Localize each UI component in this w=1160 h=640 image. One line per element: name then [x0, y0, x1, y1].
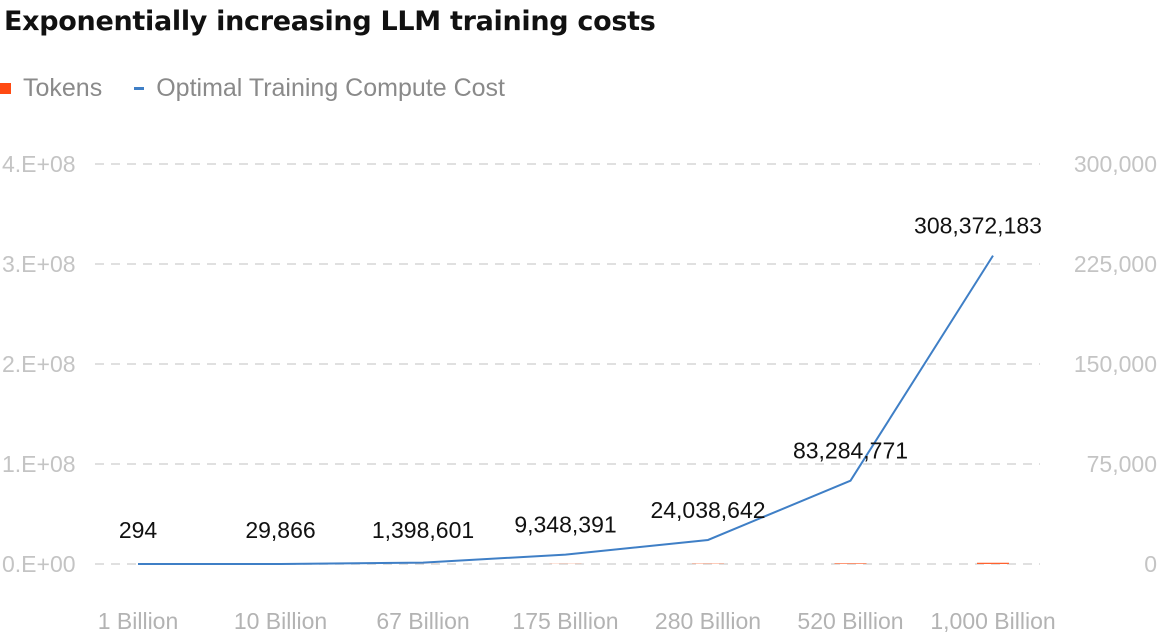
x-category-label: 1 Billion [98, 608, 179, 634]
legend-label-tokens: Tokens [23, 73, 103, 102]
legend-swatch-compute-cost [134, 86, 145, 90]
y-left-tick-label: 0.E+00 [2, 551, 76, 577]
x-category-label: 1,000 Billion [930, 608, 1055, 634]
y-right-tick-label: 0 [1144, 551, 1157, 577]
chart-title: Exponentially increasing LLM training co… [4, 6, 656, 37]
bar-tokens [834, 563, 867, 564]
data-label-compute-cost: 24,038,642 [650, 497, 765, 523]
legend-item-tokens: Tokens [0, 74, 102, 103]
x-category-label: 175 Billion [512, 608, 618, 634]
bar-tokens [977, 562, 1009, 564]
y-right-tick-label: 300,000 [1074, 151, 1157, 177]
y-right-tick-label: 75,000 [1087, 451, 1157, 477]
y-left-tick-label: 2.E+08 [2, 351, 76, 377]
x-category-label: 520 Billion [797, 608, 903, 634]
data-label-compute-cost: 9,348,391 [514, 512, 616, 538]
y-left-tick-label: 1.E+08 [2, 451, 76, 477]
x-category-label: 67 Billion [376, 608, 469, 634]
data-label-compute-cost: 83,284,771 [793, 438, 908, 464]
x-category-label: 10 Billion [234, 608, 327, 634]
y-left-tick-label: 4.E+08 [2, 151, 76, 177]
y-left-tick-label: 3.E+08 [2, 251, 76, 277]
data-label-compute-cost: 29,866 [245, 517, 315, 543]
legend-label-compute-cost: Optimal Training Compute Cost [156, 73, 505, 102]
legend-swatch-tokens [0, 82, 11, 94]
legend-item-compute-cost: Optimal Training Compute Cost [134, 74, 505, 103]
data-label-compute-cost: 308,372,183 [914, 213, 1042, 239]
data-label-compute-cost: 1,398,601 [372, 517, 474, 543]
line-compute-cost [137, 255, 994, 565]
y-right-tick-label: 150,000 [1074, 351, 1157, 377]
x-category-label: 280 Billion [655, 608, 761, 634]
data-label-compute-cost: 294 [119, 517, 158, 543]
legend: Tokens Optimal Training Compute Cost [0, 72, 537, 104]
y-right-tick-label: 225,000 [1074, 251, 1157, 277]
